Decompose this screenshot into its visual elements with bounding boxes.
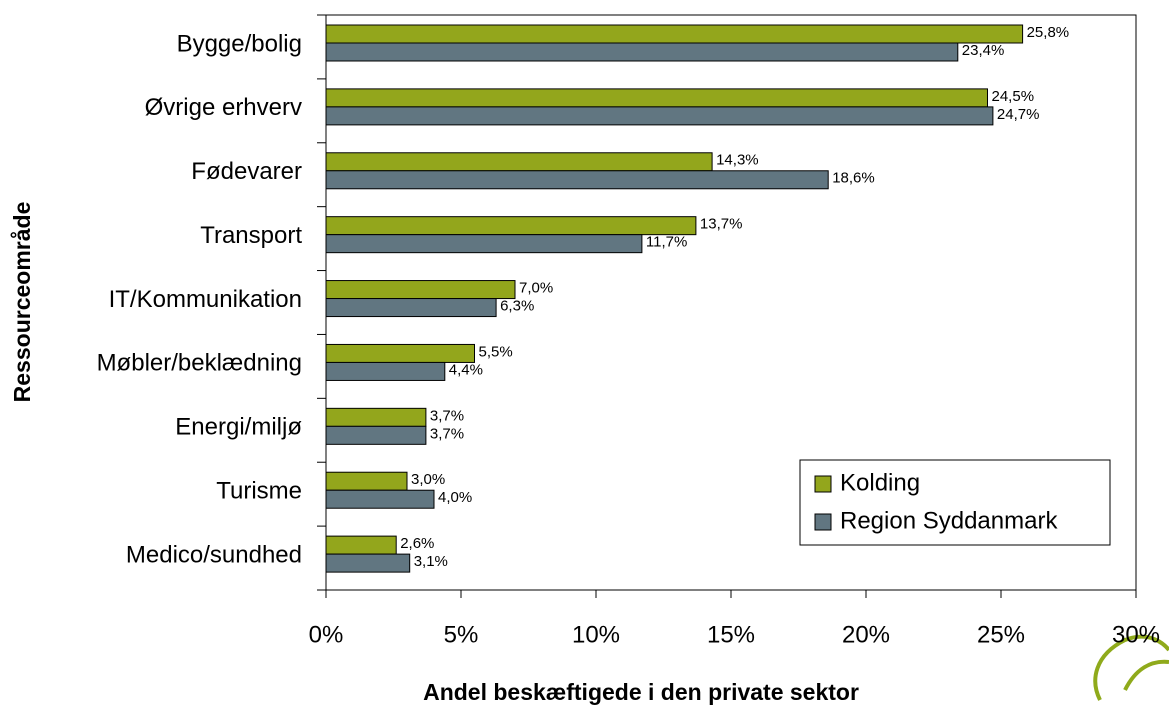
y-axis-title: Ressourceområde	[9, 202, 35, 403]
value-label: 4,0%	[438, 489, 472, 506]
bar	[325, 106, 994, 126]
x-axis-title: Andel beskæftigede i den private sektor	[423, 679, 859, 705]
value-label: 3,0%	[411, 471, 445, 488]
x-tick-label: 20%	[842, 621, 890, 648]
bar	[325, 343, 475, 363]
bar	[325, 216, 697, 236]
bar	[325, 489, 435, 509]
y-tick-label: Bygge/bolig	[177, 30, 302, 57]
value-label: 25,8%	[1027, 24, 1070, 41]
x-tick-label: 5%	[444, 621, 479, 648]
value-label: 5,5%	[479, 343, 513, 360]
value-label: 18,6%	[832, 170, 875, 187]
value-label: 14,3%	[716, 152, 759, 169]
logo	[1093, 634, 1169, 701]
y-tick-label: IT/Kommunikation	[109, 286, 302, 313]
y-tick-label: Fødevarer	[191, 158, 302, 185]
y-tick-label: Øvrige erhverv	[145, 94, 302, 121]
value-label: 3,1%	[414, 553, 448, 570]
bar	[325, 170, 829, 190]
bar	[325, 42, 959, 62]
y-tick-label: Turisme	[216, 478, 302, 505]
x-tick-label: 15%	[707, 621, 755, 648]
bar	[325, 298, 497, 318]
value-label: 6,3%	[500, 298, 534, 315]
x-tick-label: 30%	[1112, 621, 1160, 648]
bar	[325, 361, 446, 381]
value-label: 4,4%	[449, 361, 483, 378]
y-tick-label: Transport	[200, 222, 302, 249]
value-label: 24,5%	[992, 88, 1035, 105]
bar	[325, 234, 643, 254]
bar	[325, 24, 1024, 44]
bar	[325, 407, 427, 427]
legend-label: Kolding	[840, 469, 920, 496]
y-tick-label: Energi/miljø	[175, 414, 302, 441]
bar	[325, 425, 427, 445]
bar	[325, 535, 397, 555]
x-tick-label: 10%	[572, 621, 620, 648]
value-label: 11,7%	[646, 234, 687, 251]
value-label: 24,7%	[997, 106, 1040, 123]
value-label: 3,7%	[430, 425, 464, 442]
bar	[325, 88, 988, 108]
x-tick-label: 0%	[309, 621, 344, 648]
value-label: 7,0%	[519, 280, 553, 297]
value-label: 23,4%	[962, 42, 1005, 59]
bar	[325, 152, 713, 172]
legend-swatch	[814, 513, 832, 531]
legend-box	[799, 459, 1111, 546]
bar	[325, 280, 516, 300]
value-label: 13,7%	[700, 216, 743, 233]
bar	[325, 471, 408, 491]
x-tick-label: 25%	[977, 621, 1025, 648]
y-tick-label: Møbler/beklædning	[97, 350, 302, 377]
bar	[325, 553, 411, 573]
legend-label: Region Syddanmark	[840, 507, 1058, 534]
y-tick-label: Medico/sundhed	[126, 541, 302, 568]
value-label: 2,6%	[400, 535, 434, 552]
value-label: 3,7%	[430, 407, 464, 424]
legend-swatch	[814, 475, 832, 493]
